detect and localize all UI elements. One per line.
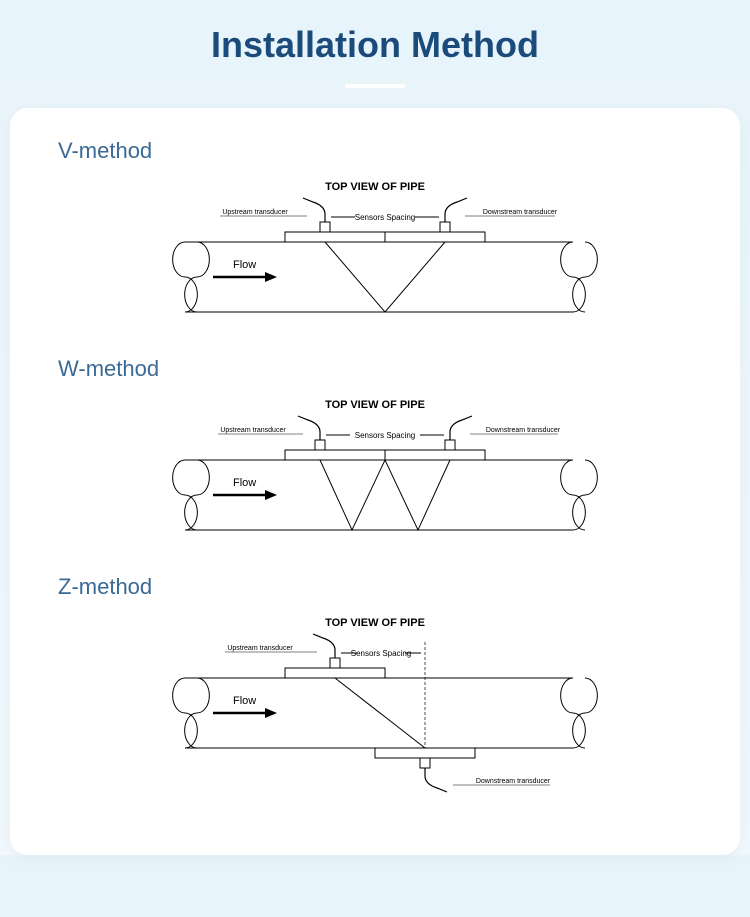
spacing-label: Sensors Spacing	[355, 431, 415, 440]
mounting-plate-bottom	[375, 748, 475, 758]
mounting-plate-top	[285, 668, 385, 678]
upstream-sensor	[330, 658, 340, 668]
section-w-method: W-method TOP VIEW OF PIPE Sensors Spacin…	[30, 356, 720, 562]
top-view-label: TOP VIEW OF PIPE	[325, 399, 425, 411]
downstream-label: Downstream transducer	[486, 427, 561, 434]
top-view-label: TOP VIEW OF PIPE	[325, 181, 425, 193]
flow-label: Flow	[233, 259, 256, 271]
section-z-method: Z-method TOP VIEW OF PIPE	[30, 574, 720, 813]
diagram-w: TOP VIEW OF PIPE Sensors Spacing Upstrea…	[125, 390, 625, 562]
upstream-sensor	[320, 222, 330, 232]
upstream-cable	[303, 198, 325, 222]
downstream-label: Downstream transducer	[476, 778, 551, 785]
top-view-label: TOP VIEW OF PIPE	[325, 617, 425, 629]
downstream-sensor	[420, 758, 430, 768]
upstream-label: Upstream transducer	[227, 645, 293, 652]
downstream-cable	[445, 198, 467, 222]
section-title-z: Z-method	[58, 574, 720, 600]
downstream-label: Downstream transducer	[483, 209, 558, 216]
upstream-cable	[313, 634, 335, 658]
page-title: Installation Method	[0, 0, 750, 84]
upstream-label: Upstream transducer	[220, 427, 286, 434]
downstream-cable	[425, 768, 447, 792]
title-underline	[345, 84, 405, 88]
section-title-w: W-method	[58, 356, 720, 382]
downstream-cable	[450, 416, 472, 440]
upstream-cable	[298, 416, 320, 440]
diagram-z: TOP VIEW OF PIPE Sensors S	[125, 608, 625, 813]
downstream-sensor	[440, 222, 450, 232]
downstream-sensor	[445, 440, 455, 450]
section-title-v: V-method	[58, 138, 720, 164]
flow-label: Flow	[233, 477, 256, 489]
flow-label: Flow	[233, 695, 256, 707]
spacing-label: Sensors Spacing	[355, 213, 415, 222]
section-v-method: V-method TOP VIEW OF PIPE	[30, 138, 720, 344]
diagram-v: TOP VIEW OF PIPE	[125, 172, 625, 344]
spacing-label: Sensors Spacing	[351, 649, 411, 658]
methods-card: V-method TOP VIEW OF PIPE	[10, 108, 740, 855]
upstream-sensor	[315, 440, 325, 450]
upstream-label: Upstream transducer	[222, 209, 288, 216]
